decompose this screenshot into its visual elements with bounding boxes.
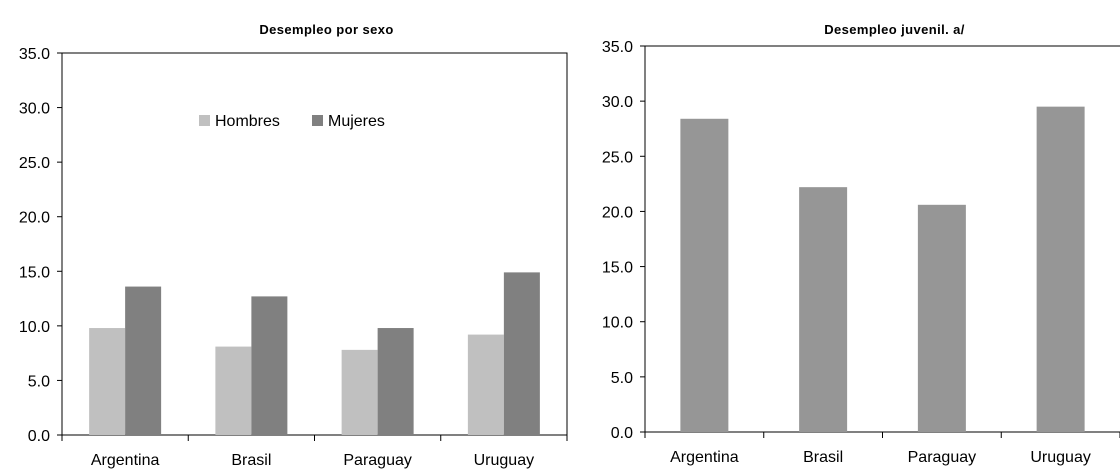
bar-value-paraguay: [917, 204, 966, 432]
legend-swatch-hombres: [199, 115, 210, 126]
bar-value-uruguay: [1036, 106, 1085, 433]
y-tick-label: 0.0: [28, 428, 50, 445]
y-tick-label: 10.0: [19, 319, 50, 336]
y-tick-label: 15.0: [602, 260, 633, 277]
bar-mujeres-argentina: [125, 286, 162, 435]
x-tick-label: Uruguay: [1030, 449, 1090, 466]
x-tick-label: Brasil: [803, 449, 843, 466]
y-tick-label: 25.0: [19, 155, 50, 172]
y-tick-label: 30.0: [19, 101, 50, 118]
bar-mujeres-brasil: [251, 296, 288, 435]
y-tick-label: 10.0: [602, 315, 633, 332]
x-tick-label: Paraguay: [343, 452, 412, 469]
y-tick-label: 0.0: [611, 425, 633, 442]
x-tick-label: Brasil: [231, 452, 271, 469]
chart-title: Desempleo juvenil. a/: [824, 22, 965, 37]
y-tick-label: 25.0: [602, 149, 633, 166]
chart-legend: Hombres Mujeres: [199, 113, 385, 130]
bar-hombres-brasil: [215, 346, 252, 435]
x-tick-label: Paraguay: [908, 449, 977, 466]
chart-axes: 0.0 5.0 10.0 15.0 20.0 25.0 30.0 35.0 Argentina B…: [19, 46, 568, 469]
y-tick-label: 5.0: [611, 370, 633, 387]
y-tick-label: 5.0: [28, 373, 50, 390]
chart-title: Desempleo por sexo: [259, 22, 393, 37]
legend-label-mujeres: Mujeres: [328, 113, 385, 130]
bar-hombres-argentina: [89, 328, 126, 435]
chart-youth-unemployment: Desempleo juvenil. a/ 0.0 5.0 10.0 15.0 20.0…: [602, 22, 1120, 466]
legend-swatch-mujeres: [312, 115, 323, 126]
y-tick-label: 35.0: [602, 39, 633, 56]
y-tick-label: 20.0: [602, 204, 633, 221]
y-tick-label: 20.0: [19, 210, 50, 227]
x-tick-label: Uruguay: [474, 452, 534, 469]
legend-label-hombres: Hombres: [215, 113, 280, 130]
bar-mujeres-uruguay: [503, 272, 540, 435]
y-tick-label: 15.0: [19, 264, 50, 281]
bar-value-argentina: [680, 118, 729, 432]
y-tick-label: 30.0: [602, 94, 633, 111]
bar-mujeres-paraguay: [377, 328, 414, 435]
y-tick-label: 35.0: [19, 46, 50, 63]
x-tick-label: Argentina: [91, 452, 160, 469]
bar-hombres-paraguay: [341, 349, 378, 435]
bar-value-brasil: [799, 187, 848, 432]
chart-bars: [680, 106, 1085, 433]
bar-hombres-uruguay: [467, 334, 504, 435]
chart-unemployment-by-sex: Desempleo por sexo 0.0 5.0 10.0 15.0 20.0 25.…: [19, 22, 568, 469]
x-tick-label: Argentina: [670, 449, 739, 466]
chart-bars: [89, 272, 540, 435]
